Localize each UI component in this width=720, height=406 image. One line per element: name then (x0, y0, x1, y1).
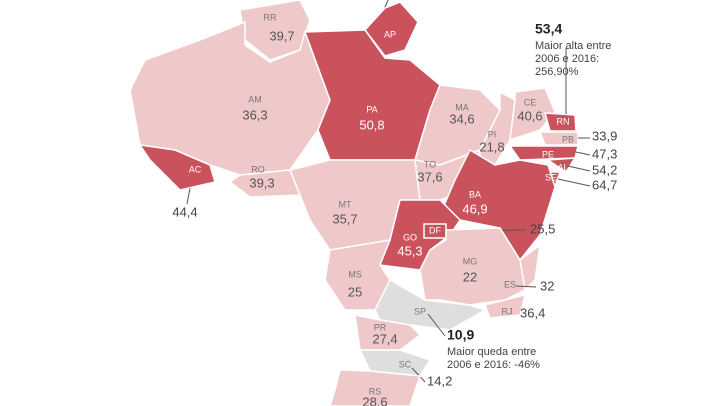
state-value: 36,4 (520, 305, 545, 320)
state-value: 64,7 (592, 177, 617, 192)
state-value: 47,3 (592, 146, 617, 161)
state-value: 27,4 (372, 331, 397, 346)
state-value: 34,6 (449, 111, 474, 126)
state-abbr: PR (374, 322, 387, 332)
state-abbr: TO (424, 159, 436, 169)
state-abbr: AC (189, 164, 202, 174)
state-shape (538, 131, 579, 146)
state-abbr: MG (463, 256, 478, 266)
state-shape (358, 349, 432, 377)
annotation: 2006 e 2016: -46% (447, 359, 540, 371)
leader-line (515, 285, 537, 288)
annotation: 256,90% (535, 66, 579, 78)
state-abbr: BA (469, 189, 481, 199)
state-shape (545, 157, 577, 174)
state-shape (329, 369, 422, 406)
state-value: 39,3 (249, 175, 274, 190)
leader-line (411, 367, 426, 383)
state-abbr: PI (488, 129, 497, 139)
state-abbr: AL (557, 162, 568, 172)
state-value: 33,9 (592, 128, 617, 143)
state-abbr: RS (369, 386, 382, 396)
state-shape (543, 112, 577, 132)
state-shape (519, 243, 541, 292)
state-abbr: PA (366, 104, 377, 114)
state-abbr: RN (557, 116, 570, 126)
state-abbr: DF (429, 225, 441, 235)
state-abbr: CE (524, 97, 537, 107)
state-shape (483, 293, 527, 319)
state-value: 22 (463, 269, 477, 284)
annotation: Maior alta entre (535, 40, 611, 52)
leader-line (186, 187, 191, 205)
state-value: 45,3 (397, 243, 422, 258)
state-value: 44,4 (172, 204, 197, 219)
state-abbr: MT (339, 199, 352, 209)
state-value: 14,2 (427, 373, 452, 388)
state-abbr: MS (348, 269, 362, 279)
state-shape (138, 144, 216, 191)
state-value: 50,8 (359, 117, 384, 132)
state-value: 32 (540, 278, 554, 293)
state-value: 28,6 (362, 394, 387, 406)
state-abbr: PE (542, 149, 554, 159)
state-abbr: RO (251, 164, 265, 174)
state-value: 25 (348, 284, 362, 299)
state-shape (509, 87, 556, 142)
annotation: 2006 e 2016: (535, 53, 599, 65)
state-abbr: GO (403, 232, 417, 242)
leader-line (567, 165, 591, 172)
state-abbr: MA (455, 102, 469, 112)
state-shape (364, 1, 419, 57)
state-value: 39,7 (269, 28, 294, 43)
state-value: 46,9 (462, 201, 487, 216)
state-value: 36,3 (242, 107, 267, 122)
state-value: 21,8 (479, 139, 504, 154)
state-abbr: ES (504, 279, 516, 289)
state-value: 53,4 (535, 21, 562, 37)
state-abbr: AM (248, 94, 262, 104)
state-abbr: RR (264, 12, 277, 22)
state-value: 37,6 (417, 169, 442, 184)
state-value: 35,7 (332, 211, 357, 226)
state-shape (228, 169, 302, 198)
state-value: 40,6 (517, 108, 542, 123)
leader-line (575, 151, 591, 156)
annotation: Maior queda entre (447, 346, 536, 358)
state-value: 10,9 (447, 327, 474, 343)
state-abbr: SE (545, 172, 557, 182)
state-value: 25,5 (530, 221, 555, 236)
state-abbr: PB (562, 134, 574, 144)
state-value: 54,2 (592, 162, 617, 177)
state-abbr: SP (414, 306, 426, 316)
state-abbr: SC (399, 359, 412, 369)
leader-line (557, 178, 591, 187)
state-abbr: RJ (502, 306, 513, 316)
state-abbr: AP (384, 29, 396, 39)
leader-line (427, 313, 446, 337)
